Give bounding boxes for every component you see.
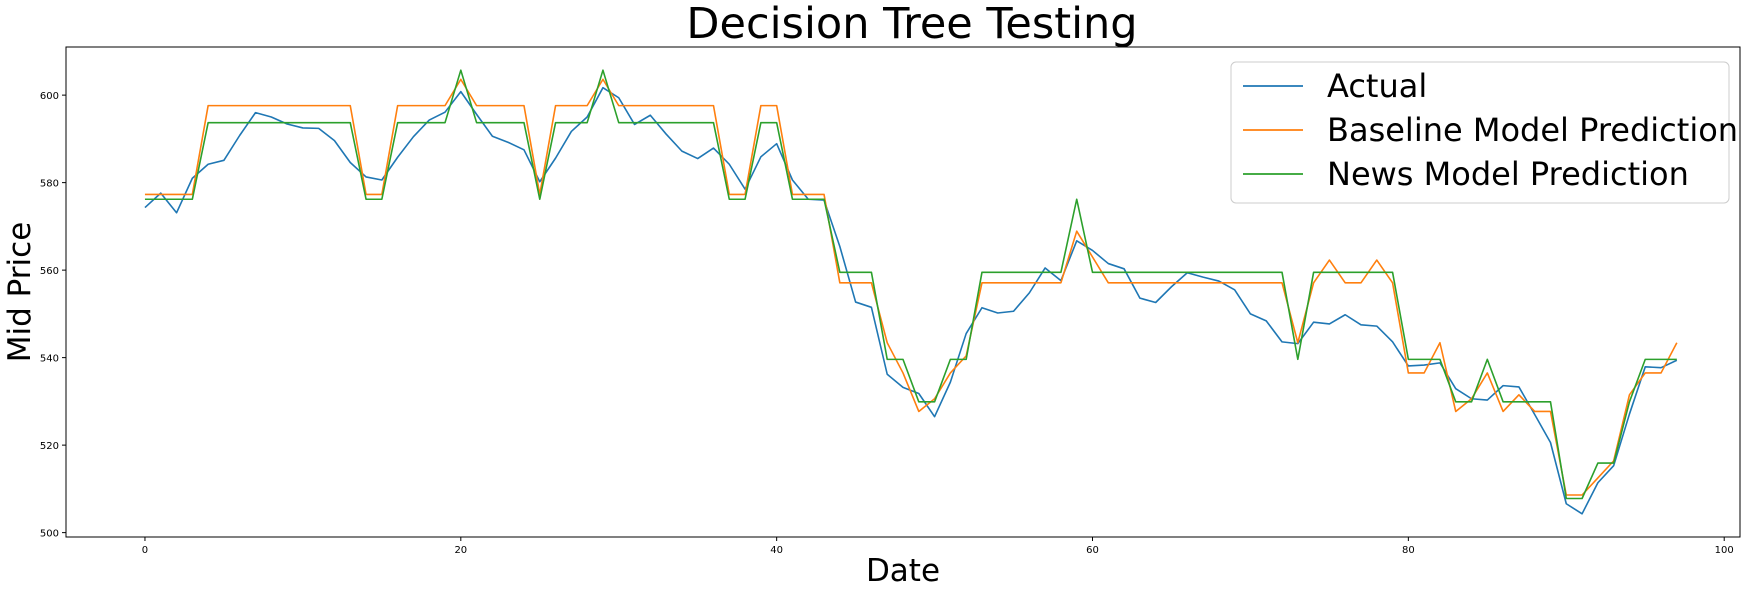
x-tick-label: 40 [770, 545, 783, 556]
legend-box [1230, 61, 1730, 204]
y-tick-label: 540 [40, 354, 59, 365]
chart-title: Decision Tree Testing [686, 0, 1137, 49]
x-tick-label: 20 [454, 545, 467, 556]
x-tick-label: 60 [1086, 545, 1099, 556]
y-tick-label: 500 [40, 529, 59, 540]
y-tick-label: 560 [40, 266, 59, 277]
series-line-3 [144, 69, 1677, 500]
legend: Actual Baseline Model Prediction News Mode… [1230, 61, 1738, 204]
legend-label-2: Baseline Model Prediction [1327, 111, 1738, 149]
x-tick-label: 100 [1715, 545, 1734, 556]
y-tick-label: 600 [40, 91, 59, 102]
x-tick-label: 80 [1402, 545, 1415, 556]
axes-frame [65, 46, 1741, 538]
x-axis-title: Date [866, 553, 940, 589]
y-tick-label: 520 [40, 441, 59, 452]
legend-label-1: Actual [1327, 67, 1427, 105]
series-line-2 [144, 78, 1678, 496]
legend-label-3: News Model Prediction [1327, 155, 1689, 193]
y-tick-label: 580 [40, 179, 59, 190]
y-axis-title: Mid Price [2, 222, 38, 363]
x-tick-label: 0 [142, 545, 148, 556]
plot-area [144, 69, 1678, 515]
axes: 0 20 40 60 80 100 500 520 540 560 580 600 [40, 46, 1741, 556]
